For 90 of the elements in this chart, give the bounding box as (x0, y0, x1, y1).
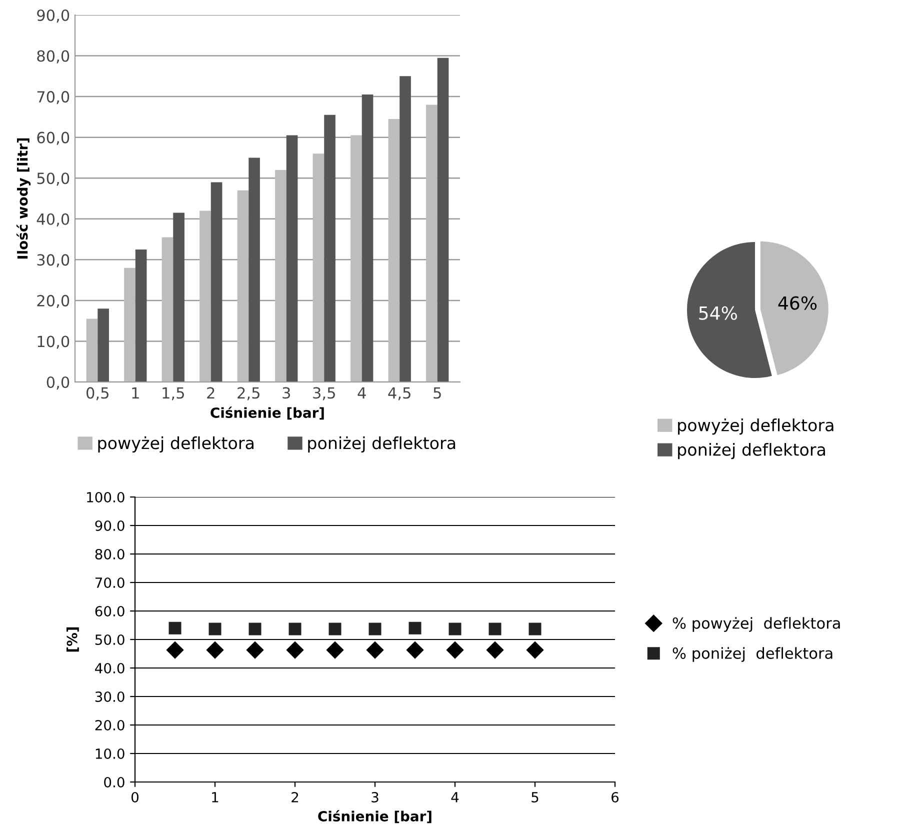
bar (286, 135, 298, 382)
x-tick-label: 3 (282, 387, 290, 399)
y-tick-label: 30.0 (95, 691, 124, 702)
y-axis-title: Ilość wody [litr] (16, 138, 31, 259)
y-tick-label: 90,0 (37, 9, 70, 23)
point (166, 641, 184, 659)
y-tick-label: 50,0 (37, 172, 70, 186)
bar (237, 190, 249, 382)
x-tick-label: 1 (212, 792, 218, 802)
point (286, 641, 304, 659)
y-tick-label: 90.0 (95, 520, 124, 531)
bar (162, 237, 174, 382)
point (208, 622, 222, 636)
bar (388, 118, 400, 382)
point (368, 622, 382, 636)
legend-label: poniżej deflektora (308, 436, 456, 453)
y-tick-label: 70.0 (95, 577, 124, 588)
bar (124, 268, 136, 382)
x-axis-title: Ciśnienie [bar] (318, 810, 432, 824)
legend-label: poniżej deflektora (678, 442, 825, 460)
y-tick-label: 50.0 (95, 634, 124, 645)
x-tick-label: 0,5 (86, 387, 108, 400)
point (446, 641, 464, 659)
legend-label: powyżej deflektora (98, 436, 254, 453)
y-tick-label: 20.0 (95, 720, 124, 730)
legend-label: powyżej deflektora (678, 418, 834, 435)
legend-label: % powyżej deflektora (672, 617, 840, 632)
point (248, 622, 262, 636)
bar (173, 212, 184, 382)
legend-label: % poniżej deflektora (672, 647, 832, 662)
point (168, 622, 182, 634)
y-tick-label: 40,0 (36, 213, 70, 226)
x-tick-label: 4,5 (388, 387, 410, 400)
bar (400, 76, 411, 382)
x-tick-label: 4 (358, 387, 366, 398)
y-tick-label: 10.0 (96, 748, 124, 759)
x-tick-label: 5 (532, 792, 538, 802)
y-tick-label: 20,0 (37, 294, 70, 308)
point (288, 622, 302, 636)
y-tick-label: 0,0 (46, 376, 70, 390)
point (206, 641, 224, 659)
point (526, 641, 544, 659)
x-tick-label: 2,5 (238, 387, 260, 400)
x-tick-label: 0 (131, 792, 138, 802)
x-tick-label: 6 (612, 792, 619, 802)
data-label: 46% (778, 296, 817, 310)
bar (210, 182, 222, 382)
bar (135, 249, 147, 382)
point (528, 622, 542, 636)
bar (350, 135, 362, 382)
bar (86, 318, 98, 382)
x-tick-label: 3 (372, 792, 378, 802)
y-tick-label: 80,0 (37, 50, 70, 64)
point (488, 622, 502, 636)
bar (437, 58, 449, 382)
y-tick-label: 60,0 (37, 132, 70, 145)
y-tick-label: 40.0 (95, 662, 124, 674)
bar (98, 308, 109, 382)
y-tick-label: 80.0 (95, 548, 124, 560)
bar (362, 94, 374, 382)
point (486, 641, 504, 659)
x-tick-label: 1,5 (162, 387, 184, 400)
data-label: 54% (699, 306, 737, 320)
y-tick-label: 10,0 (38, 336, 70, 349)
x-tick-label: 1 (132, 387, 139, 398)
bar (324, 114, 336, 382)
y-tick-label: 70,0 (37, 91, 70, 104)
y-tick-label: 100.0 (87, 492, 124, 502)
y-tick-label: 60.0 (95, 606, 124, 616)
x-tick-label: 5 (434, 387, 441, 399)
point (326, 641, 344, 659)
bar (312, 154, 324, 382)
point (448, 622, 462, 636)
x-tick-label: 4 (451, 792, 459, 802)
y-axis-title: [%] (66, 627, 79, 652)
bar (248, 158, 260, 382)
point (406, 641, 424, 659)
bar (275, 170, 286, 382)
bar (200, 210, 211, 382)
x-tick-label: 2 (292, 792, 298, 802)
point (366, 641, 384, 659)
point (408, 622, 422, 634)
x-tick-label: 3,5 (313, 387, 335, 400)
y-tick-label: 30,0 (37, 254, 70, 268)
x-tick-label: 2 (207, 387, 214, 398)
bar (426, 104, 438, 382)
y-tick-label: 0.0 (104, 776, 124, 788)
point (246, 641, 264, 659)
point (328, 622, 342, 636)
x-axis-title: Ciśnienie [bar] (210, 406, 324, 420)
